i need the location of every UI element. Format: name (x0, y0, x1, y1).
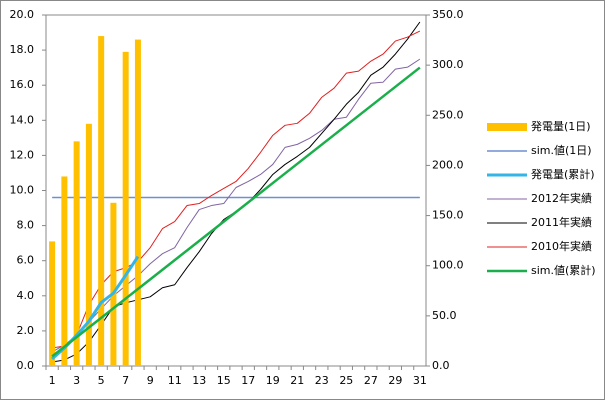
y-tick-label: 10.0 (10, 184, 35, 197)
y-tick-label: 20.0 (10, 8, 35, 21)
x-tick-label: 19 (266, 374, 280, 387)
x-tick-label: 13 (192, 374, 206, 387)
legend-label: sim.値(1日) (531, 144, 592, 157)
y2-tick-label: 150.0 (432, 209, 464, 222)
x-tick-label: 21 (290, 374, 304, 387)
legend-label: 2010年実績 (531, 239, 592, 253)
x-tick-label: 31 (413, 374, 427, 387)
bar (134, 39, 141, 366)
y2-tick-label: 350.0 (432, 8, 464, 21)
x-tick-label: 25 (339, 374, 353, 387)
bar (49, 241, 56, 366)
x-tick-label: 27 (364, 374, 378, 387)
legend-label: sim.値(累計) (531, 263, 596, 277)
y-tick-label: 16.0 (10, 78, 35, 91)
y-tick-label: 4.0 (17, 289, 35, 302)
legend-swatch (487, 123, 527, 131)
y2-tick-label: 0.0 (432, 359, 450, 372)
y2-tick-label: 300.0 (432, 58, 464, 71)
bar (73, 141, 80, 366)
x-tick-label: 29 (388, 374, 402, 387)
y-tick-label: 12.0 (10, 148, 35, 161)
line (51, 66, 421, 358)
legend-label: 2012年実績 (531, 191, 592, 205)
legend-label: 2011年実績 (531, 215, 592, 229)
legend-label: 発電量(累計) (531, 167, 595, 181)
y-tick-label: 6.0 (17, 254, 35, 267)
x-tick-label: 1 (49, 374, 56, 387)
bar (61, 176, 68, 366)
bar (85, 123, 92, 366)
y2-tick-label: 250.0 (432, 108, 464, 121)
y2-tick-label: 50.0 (432, 309, 457, 322)
bar (110, 202, 117, 366)
legend-label: 発電量(1日) (531, 119, 591, 133)
y2-tick-label: 100.0 (432, 259, 464, 272)
y-tick-label: 0.0 (17, 359, 35, 372)
bar (98, 36, 105, 367)
x-tick-label: 17 (241, 374, 255, 387)
bar (122, 51, 129, 366)
y-tick-label: 8.0 (17, 219, 35, 232)
x-tick-label: 11 (168, 374, 182, 387)
x-tick-label: 15 (217, 374, 231, 387)
x-tick-label: 23 (315, 374, 329, 387)
x-tick-label: 5 (98, 374, 105, 387)
y2-tick-label: 200.0 (432, 158, 464, 171)
y-tick-label: 14.0 (10, 113, 35, 126)
x-tick-label: 3 (73, 374, 80, 387)
x-tick-label: 7 (122, 374, 129, 387)
x-tick-label: 9 (147, 374, 154, 387)
y-tick-label: 18.0 (10, 43, 35, 56)
y-tick-label: 2.0 (17, 324, 35, 337)
